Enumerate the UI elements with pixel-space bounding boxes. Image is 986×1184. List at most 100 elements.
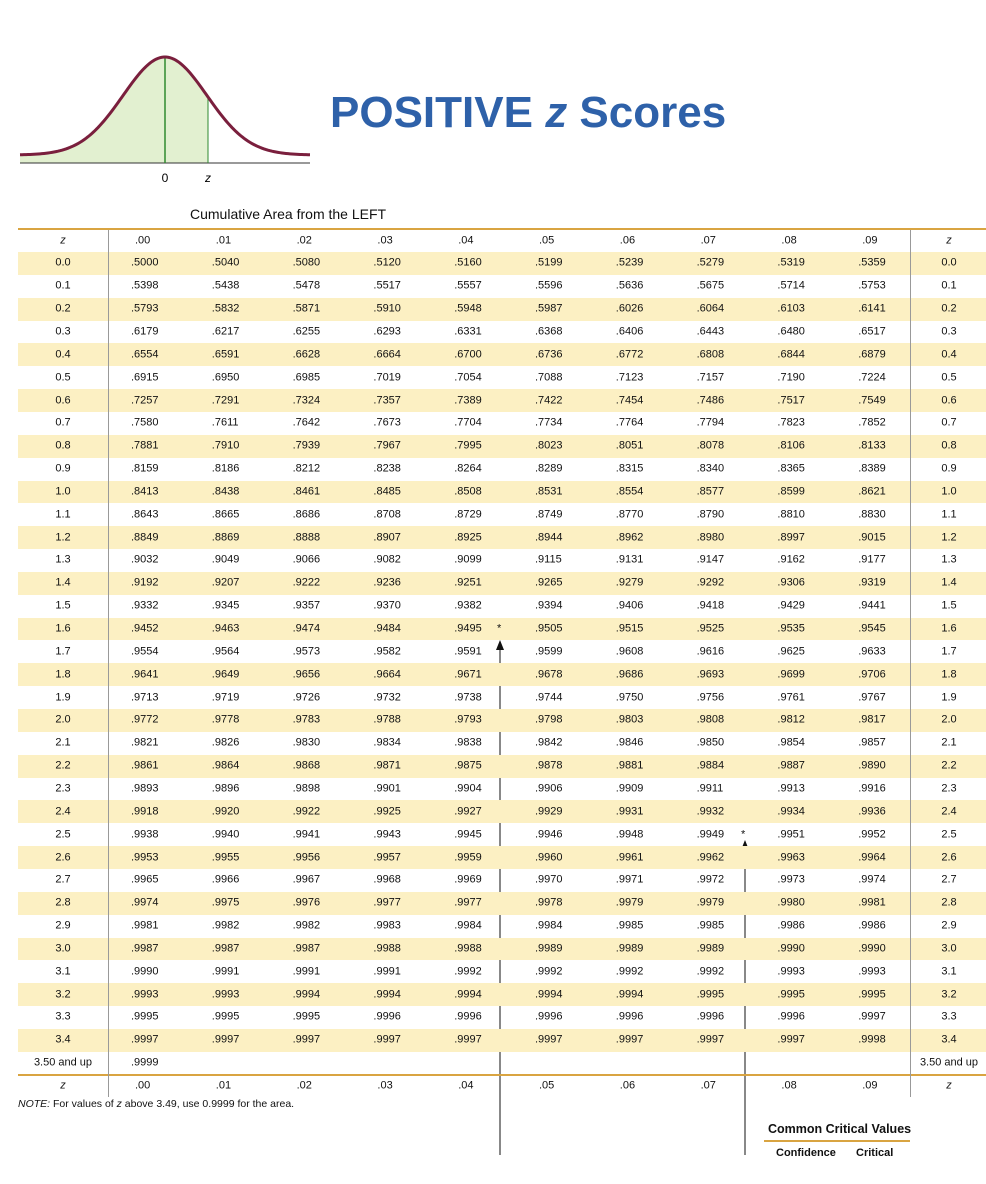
cell: .9015 (858, 531, 886, 544)
z-cell: 3.50 and up (33, 1056, 93, 1069)
cell: .9986 (777, 919, 805, 932)
z-cell: 2.4 (55, 805, 71, 818)
cell: .5160 (454, 256, 482, 269)
cell: .9992 (535, 965, 563, 978)
cell: .9979 (615, 896, 644, 909)
cell: .6879 (858, 348, 886, 361)
cell: .7823 (777, 416, 805, 429)
cell: .9890 (858, 759, 886, 772)
cell: .9452 (131, 622, 159, 635)
cell: .9997 (535, 1033, 563, 1046)
cell: .9906 (535, 782, 563, 795)
cell: .7224 (858, 371, 886, 384)
cell: .8810 (777, 508, 805, 521)
cell: .9967 (292, 873, 321, 886)
cell: .9974 (131, 896, 159, 909)
cell: .9573 (292, 645, 321, 658)
z-cell: 0.6 (941, 394, 957, 407)
critical-values-column: Confidence (776, 1147, 836, 1159)
cell: .9192 (131, 576, 159, 589)
cell: .9997 (211, 1033, 240, 1046)
cell: .7454 (615, 394, 644, 407)
title-part: z (545, 88, 568, 137)
cell: .9963 (777, 851, 805, 864)
cell: .9996 (535, 1010, 563, 1023)
cell: .9992 (454, 965, 482, 978)
cell: .9997 (615, 1033, 644, 1046)
footnote-mark: * (741, 828, 746, 841)
cell: .5398 (131, 279, 159, 292)
z-cell: 3.0 (941, 942, 957, 955)
cell: .9808 (696, 713, 725, 726)
cell: .5438 (211, 279, 240, 292)
cell: .9857 (858, 736, 886, 749)
z-cell: 1.5 (941, 599, 957, 612)
cell: .9978 (535, 896, 563, 909)
cell: .9115 (535, 553, 562, 566)
cell: .7123 (615, 371, 644, 384)
figure-label: 0 (162, 171, 169, 185)
cell: .9641 (131, 668, 159, 681)
z-cell: 2.3 (55, 782, 71, 795)
rule (764, 1140, 910, 1142)
critical-values-column: Critical (856, 1147, 894, 1159)
z-cell: 1.4 (55, 576, 71, 589)
z-cell: 0.3 (941, 325, 957, 338)
z-cell: 0.5 (941, 371, 957, 384)
cell: .9909 (615, 782, 644, 795)
cell: .9744 (535, 691, 563, 704)
row-shade (18, 389, 986, 412)
cell: .9920 (211, 805, 240, 818)
cell: .9993 (777, 965, 805, 978)
cell: .9996 (454, 1010, 482, 1023)
cell: .6700 (454, 348, 482, 361)
cell: .9279 (615, 576, 644, 589)
cell: .8461 (292, 485, 321, 498)
cell: .9732 (373, 691, 401, 704)
cell: .8790 (696, 508, 725, 521)
row-shade (18, 434, 986, 458)
cell: .8599 (777, 485, 805, 498)
cell: .9995 (131, 1010, 159, 1023)
cell: .9956 (292, 851, 321, 864)
cell: .9984 (454, 919, 482, 932)
cell: .9981 (858, 896, 886, 909)
cell: .7422 (535, 394, 563, 407)
cell: .9945 (454, 828, 482, 841)
cell: .9997 (696, 1033, 725, 1046)
cell: .5987 (535, 302, 563, 315)
column-header: .09 (862, 234, 878, 247)
cell: .9988 (373, 942, 401, 955)
note-part: For values of (50, 1098, 117, 1110)
z-cell: 2.9 (941, 919, 957, 932)
cell: .9995 (696, 988, 725, 1001)
cell: .9817 (858, 713, 886, 726)
note-part: above 3.49, use 0.9999 for the area. (121, 1098, 295, 1110)
cell: .8888 (292, 531, 321, 544)
cell: .9995 (858, 988, 886, 1001)
cell: .9772 (131, 713, 159, 726)
cell: .9887 (777, 759, 805, 772)
cell: .8340 (696, 462, 725, 475)
z-cell: 2.5 (941, 828, 957, 841)
cell: .9591 (454, 645, 482, 658)
row-shade (18, 526, 986, 550)
z-cell: 1.3 (55, 553, 71, 566)
cell: .9842 (535, 736, 563, 749)
cell: .6844 (777, 348, 805, 361)
cell: .9997 (131, 1033, 159, 1046)
cell: .9706 (858, 668, 886, 681)
z-cell: 3.50 and up (919, 1056, 979, 1069)
cell: .7257 (131, 394, 159, 407)
row-shade (18, 617, 986, 641)
cell: .7324 (292, 394, 321, 407)
cell: .9474 (292, 622, 321, 635)
cell: .8997 (777, 531, 805, 544)
cell: .8485 (373, 485, 401, 498)
cell: .9982 (211, 919, 240, 932)
cell: .9236 (373, 576, 401, 589)
cell: .9750 (615, 691, 644, 704)
cell: .8159 (131, 462, 159, 475)
cell: .8508 (454, 485, 482, 498)
cell: .9826 (211, 736, 240, 749)
